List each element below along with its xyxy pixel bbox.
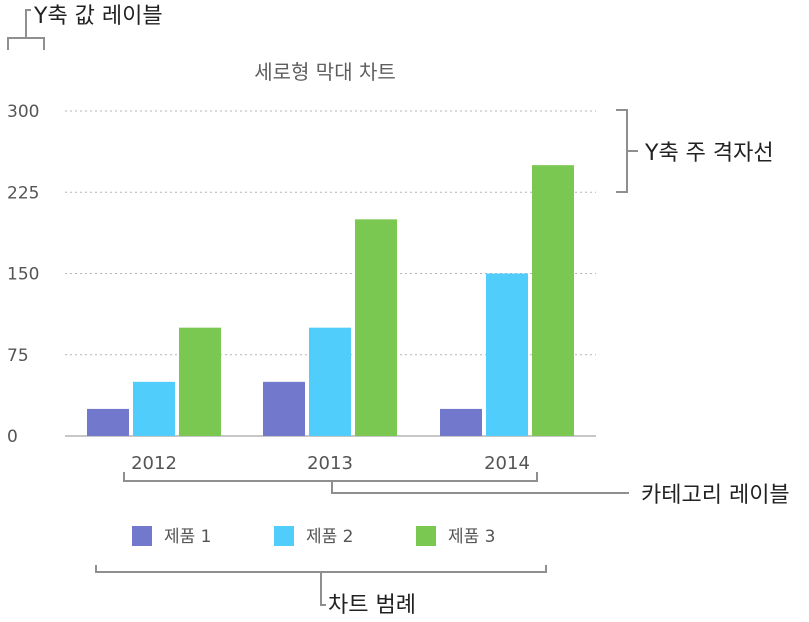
y-tick-label: 0 [7,427,18,447]
legend-label-series-1: 제품 1 [164,527,212,547]
y-tick-label: 300 [7,102,39,122]
y-major-gridline-annotation: Y축 주 격자선 [644,141,774,166]
category-label-annotation: 카테고리 레이블 [641,483,790,508]
y-tick-label: 75 [7,346,29,366]
x-category-label: 2014 [484,453,530,474]
bars-layer: 2012 2013 2014 [87,165,574,474]
legend-swatch-series-1 [132,526,152,546]
y-value-label-bracket [7,9,45,50]
bar-2012-series-1 [87,408,129,436]
bar-2014-series-1 [440,408,482,436]
x-category-label: 2012 [131,453,177,474]
bar-2013-series-2 [309,327,351,436]
bar-2014-series-2 [486,273,528,436]
legend-swatch-series-2 [274,526,294,546]
y-value-label-annotation: Y축 값 레이블 [33,4,163,29]
category-label-bracket [123,472,629,494]
legend-swatch-series-3 [416,526,436,546]
bar-2013-series-1 [263,381,305,436]
bar-2012-series-2 [133,381,175,436]
bar-2013-series-3 [355,219,397,436]
bar-2012-series-3 [179,327,221,436]
y-tick-label: 150 [7,265,39,285]
legend-label-series-2: 제품 2 [306,527,354,547]
legend-layer: 제품 1 제품 2 제품 3 [132,526,496,547]
y-tick-label: 225 [7,183,39,203]
chart-legend-annotation: 차트 범례 [328,593,416,618]
x-category-label: 2013 [307,453,353,474]
chart-legend-bracket [95,565,547,606]
y-major-gridline-bracket [616,109,638,193]
legend-label-series-3: 제품 3 [448,527,496,547]
bar-2014-series-3 [532,165,574,436]
chart-title: 세로형 막대 차트 [254,60,396,84]
